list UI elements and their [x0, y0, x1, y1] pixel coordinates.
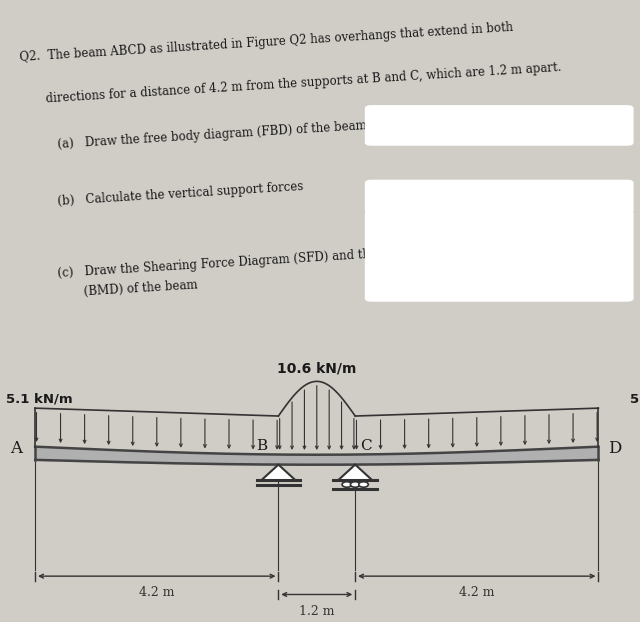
Text: 5.1 kN/m: 5.1 kN/m — [6, 392, 73, 405]
Text: (c)   Draw the Shearing Force Diagram (SFD) and the Bending Moment Diagram: (c) Draw the Shearing Force Diagram (SFD… — [58, 238, 539, 280]
FancyBboxPatch shape — [365, 105, 634, 146]
Text: D: D — [608, 440, 621, 457]
Polygon shape — [261, 465, 296, 480]
Polygon shape — [338, 465, 372, 480]
FancyBboxPatch shape — [365, 210, 634, 302]
Text: (a)   Draw the free body diagram (FBD) of the beam: (a) Draw the free body diagram (FBD) of … — [58, 119, 367, 151]
Text: directions for a distance of 4.2 m from the supports at B and C, which are 1.2 m: directions for a distance of 4.2 m from … — [19, 61, 562, 107]
Text: B: B — [256, 439, 267, 453]
Text: 10.6 kN/m: 10.6 kN/m — [277, 362, 356, 376]
Circle shape — [351, 481, 360, 487]
Text: A: A — [10, 440, 22, 457]
Text: 5.1 kN/m: 5.1 kN/m — [630, 392, 640, 405]
Text: 1.2 m: 1.2 m — [299, 605, 335, 618]
Circle shape — [358, 481, 369, 487]
Text: C: C — [360, 439, 372, 453]
Circle shape — [342, 481, 352, 487]
Text: (BMD) of the beam: (BMD) of the beam — [58, 278, 198, 300]
Text: 4.2 m: 4.2 m — [459, 587, 495, 600]
FancyBboxPatch shape — [365, 180, 634, 213]
Text: (b)   Calculate the vertical support forces: (b) Calculate the vertical support force… — [58, 180, 304, 208]
Text: Q2.  The beam ABCD as illustrated in Figure Q2 has overhangs that extend in both: Q2. The beam ABCD as illustrated in Figu… — [19, 21, 513, 63]
Text: 4.2 m: 4.2 m — [139, 587, 175, 600]
